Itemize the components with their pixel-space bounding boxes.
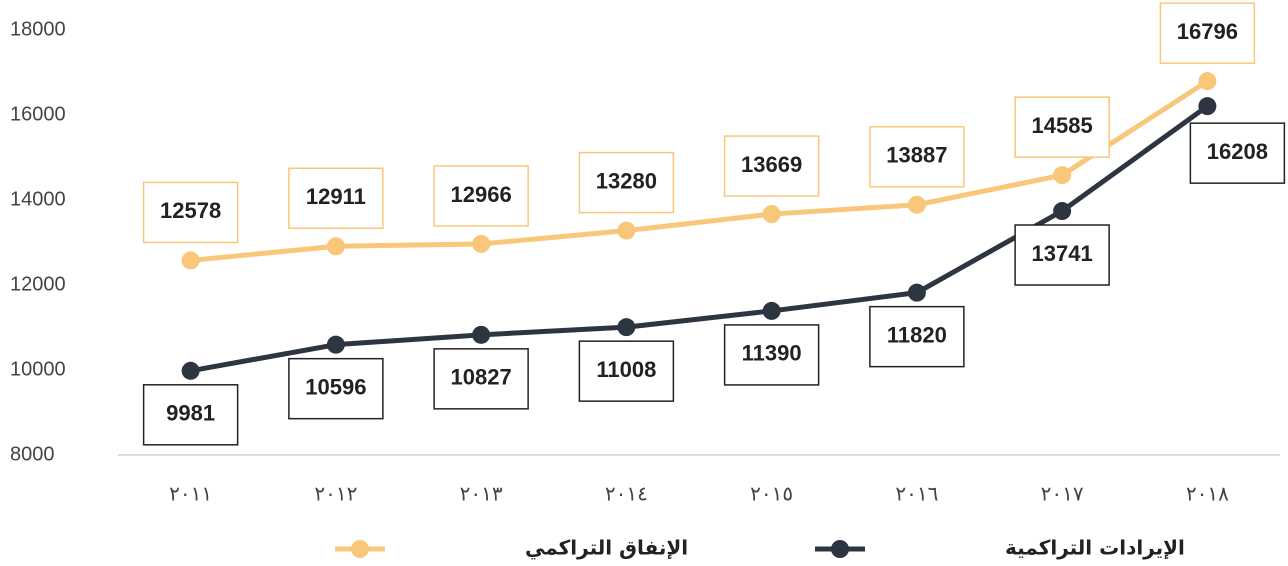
label-box	[869, 126, 965, 188]
point	[472, 325, 491, 344]
value-label: 12578	[160, 198, 221, 223]
series-line	[190, 79, 1209, 263]
y-tick-label: 12000	[10, 273, 66, 295]
label-box	[578, 151, 675, 214]
label-box	[723, 324, 820, 386]
value-label: 11820	[887, 322, 947, 347]
label-box	[433, 348, 529, 410]
x-tick-label: ٢٠١٢	[314, 482, 357, 506]
label-box	[288, 357, 384, 420]
value-label: 9981	[166, 401, 215, 426]
label-box	[869, 305, 965, 368]
label-box	[1014, 224, 1110, 286]
value-label: 13280	[596, 168, 657, 193]
value-label: 13669	[741, 152, 802, 177]
x-tick-label: ٢٠١٤	[605, 482, 648, 506]
label-box	[142, 181, 239, 244]
point	[762, 301, 781, 320]
x-tick-label: ٢٠١٥	[750, 482, 793, 506]
x-tick-label: ٢٠١٨	[1186, 482, 1229, 506]
legend-label: الإنفاق التراكمي	[525, 536, 688, 561]
point	[326, 335, 345, 354]
value-label: 16796	[1177, 19, 1238, 44]
point	[907, 195, 926, 214]
label-box	[723, 135, 820, 197]
label-box	[142, 384, 239, 446]
point	[1198, 72, 1217, 91]
value-label: 11390	[742, 341, 802, 366]
point	[472, 234, 491, 253]
point	[1198, 97, 1217, 116]
x-tick-label: ٢٠١٣	[460, 482, 503, 506]
y-tick-label: 10000	[10, 358, 66, 380]
y-tick-label: 16000	[10, 103, 66, 125]
x-tick-label: ٢٠١٧	[1041, 482, 1084, 506]
value-label: 12966	[451, 182, 512, 207]
point	[907, 283, 926, 302]
x-tick-label: ٢٠١٦	[895, 482, 938, 506]
point	[326, 237, 345, 256]
value-label: 13741	[1032, 241, 1093, 266]
value-label: 16208	[1207, 139, 1268, 164]
legend-label: الإيرادات التراكمية	[1005, 536, 1185, 560]
y-tick-label: 18000	[10, 18, 66, 40]
point	[1053, 166, 1072, 185]
value-label: 11008	[596, 357, 656, 382]
label-box	[1159, 2, 1256, 64]
legend-marker	[831, 540, 849, 558]
y-tick-label: 14000	[10, 188, 66, 210]
point	[617, 318, 636, 337]
label-box	[578, 340, 675, 402]
value-label: 10827	[451, 365, 512, 390]
value-label: 13887	[886, 143, 947, 168]
y-tick-label: 8000	[10, 443, 55, 465]
label-box	[1014, 96, 1110, 158]
point	[181, 361, 200, 380]
point	[617, 221, 636, 240]
label-box	[288, 167, 384, 230]
label-box	[1189, 122, 1286, 184]
value-label: 14585	[1032, 113, 1093, 138]
point	[1053, 202, 1072, 221]
x-tick-label: ٢٠١١	[169, 482, 212, 506]
value-label: 12911	[306, 184, 366, 209]
value-label: 10596	[305, 374, 366, 399]
point	[181, 251, 200, 270]
label-box	[433, 165, 529, 227]
legend-marker	[351, 540, 369, 558]
point	[762, 205, 781, 224]
